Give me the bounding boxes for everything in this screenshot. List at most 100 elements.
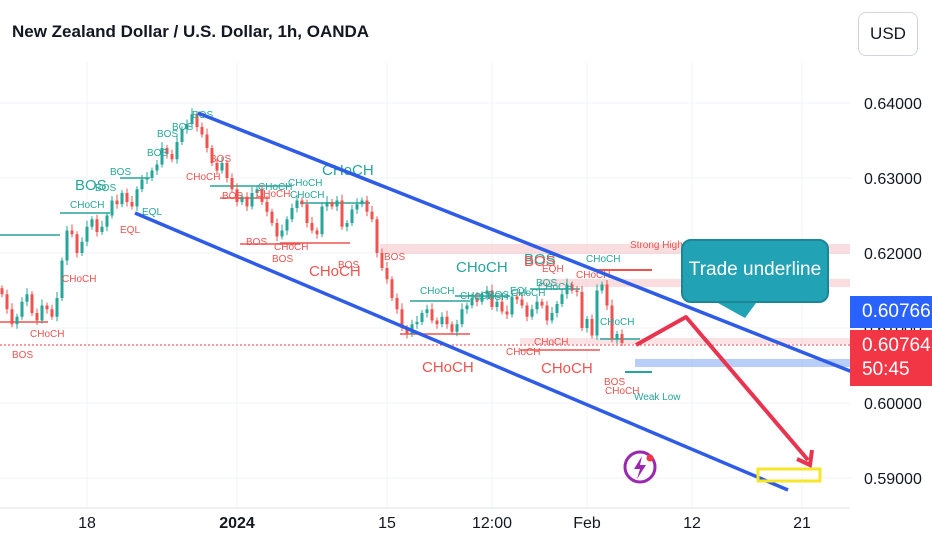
candle-body <box>45 305 49 310</box>
candle-body <box>600 284 604 291</box>
descending-channel <box>134 111 856 492</box>
x-tick-label: 12 <box>683 515 701 532</box>
candle-body <box>585 319 589 328</box>
candle-body <box>305 204 309 223</box>
candle-body <box>325 202 329 207</box>
candle-body <box>60 260 64 298</box>
candle-body <box>90 219 94 227</box>
current-price-tag: 0.60764 50:45 <box>850 330 932 386</box>
demand-zone <box>635 359 850 367</box>
candle-body <box>25 294 29 302</box>
candle-body <box>85 226 89 242</box>
candle-body <box>310 223 314 231</box>
x-tick-label: 12:00 <box>472 515 512 532</box>
candle-body <box>245 196 249 207</box>
candle-body <box>260 189 264 202</box>
candle-body <box>10 309 14 325</box>
candle-body <box>525 305 529 317</box>
candle-body <box>65 230 69 261</box>
smc-label: BOS <box>536 278 557 289</box>
smc-label: CHoCH <box>538 282 572 293</box>
y-tick-label: 0.60000 <box>864 396 922 413</box>
analysis-overlay <box>623 303 822 484</box>
candle-body <box>215 163 219 171</box>
candle-body <box>550 313 554 321</box>
smc-label: Weak Low <box>634 392 681 403</box>
candle-body <box>190 114 194 124</box>
smc-label: CHoCH <box>288 178 322 189</box>
candle-body <box>230 178 234 190</box>
candle-body <box>240 196 244 202</box>
candle-body <box>275 223 279 237</box>
candle-body <box>95 219 99 232</box>
candle-body <box>520 299 524 306</box>
candlestick-series <box>0 108 624 346</box>
candle-body <box>510 296 514 315</box>
smc-label: BOS <box>75 177 107 194</box>
smc-label: BOS <box>488 290 509 301</box>
projection-arrow <box>635 315 810 462</box>
smc-label: BOS <box>246 237 267 248</box>
smc-label: CHoCH <box>605 386 639 397</box>
smc-label: EQL <box>510 286 530 297</box>
candle-body <box>440 316 444 325</box>
candle-body <box>475 298 479 302</box>
candle-body <box>530 309 534 317</box>
candle-body <box>300 200 304 205</box>
arrow-head <box>796 449 814 468</box>
y-tick-label: 0.63000 <box>864 171 922 188</box>
smc-label: BOS <box>95 183 116 194</box>
x-tick-label: Feb <box>573 515 601 532</box>
smc-label: BOS <box>338 260 359 271</box>
smc-label: CHoCH <box>534 337 568 348</box>
candle-body <box>540 301 544 306</box>
channel-lower-line <box>134 211 789 492</box>
callout-pointer <box>718 303 756 318</box>
candle-body <box>290 208 294 220</box>
smc-label: BOS <box>384 252 405 263</box>
candle-body <box>615 334 619 340</box>
candle-body <box>20 301 24 317</box>
candle-body <box>340 200 344 227</box>
candle-body <box>160 148 164 165</box>
candle-body <box>55 298 59 317</box>
bar-countdown: 50:45 <box>862 359 910 380</box>
smc-label: EQL <box>142 207 162 218</box>
candle-body <box>5 294 9 310</box>
candle-body <box>570 284 574 291</box>
x-tick-label: 21 <box>793 515 811 532</box>
candle-body <box>610 305 614 340</box>
smc-label: BOS <box>12 350 33 361</box>
y-axis: 0.640000.630000.620000.610000.600000.590… <box>864 96 922 488</box>
smc-label: CHoCH <box>541 360 593 377</box>
candle-body <box>385 268 389 280</box>
smc-label: CHoCH <box>600 317 634 328</box>
smc-label: BOS <box>524 251 556 268</box>
candle-body <box>255 189 259 193</box>
smc-labels: BOSCHoCHBOSBOSBOSBOSBOSCHoCHCHoCHCHoCHCH… <box>12 110 683 403</box>
candle-body <box>560 294 564 304</box>
candle-body <box>430 309 434 321</box>
currency-button[interactable]: USD <box>858 12 918 56</box>
smc-label: CHoCH <box>456 259 508 276</box>
candle-body <box>620 334 624 343</box>
candle-body <box>35 313 39 321</box>
smc-label: BOS <box>222 191 243 202</box>
smc-label: CHoCH <box>474 292 508 303</box>
candle-body <box>165 148 169 154</box>
candle-body <box>50 309 54 317</box>
candle-body <box>360 200 364 205</box>
candle-body <box>405 328 409 334</box>
candle-body <box>220 163 224 171</box>
candle-body <box>205 134 209 148</box>
candle-body <box>445 316 449 325</box>
callout-text: Trade underline <box>688 259 822 280</box>
candle-body <box>435 320 439 325</box>
smc-label: CHoCH <box>460 291 494 302</box>
smc-label: CHoCH <box>576 270 610 281</box>
candle-body <box>355 204 359 210</box>
candle-body <box>470 298 474 306</box>
candle-body <box>110 200 114 216</box>
candle-body <box>210 148 214 163</box>
candle-body <box>155 164 159 171</box>
